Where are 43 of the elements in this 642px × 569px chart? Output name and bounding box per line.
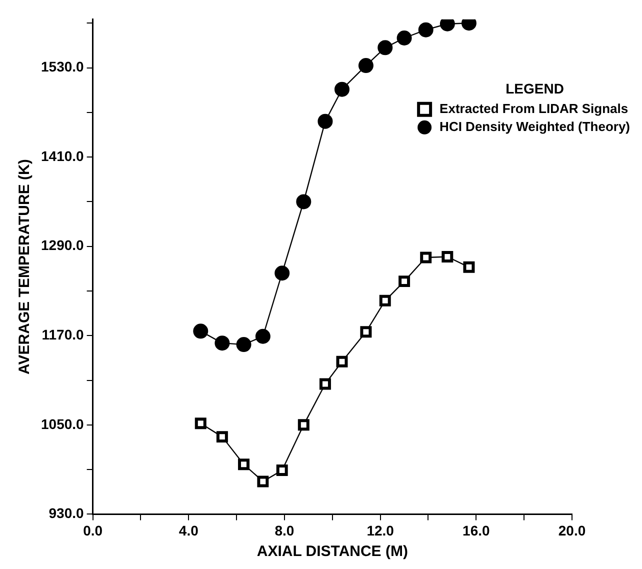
point bbox=[298, 419, 310, 431]
point bbox=[379, 294, 391, 306]
point bbox=[463, 261, 475, 273]
point bbox=[255, 328, 270, 344]
point bbox=[296, 194, 312, 210]
point bbox=[214, 336, 230, 351]
point bbox=[257, 476, 269, 488]
y-tick-label: 1170.0 bbox=[42, 326, 84, 342]
point bbox=[378, 40, 393, 56]
x-tick-label: 16.0 bbox=[462, 522, 490, 538]
y-tick-label: 1050.0 bbox=[40, 416, 84, 432]
point bbox=[194, 418, 206, 430]
y-tick-label: 1290.0 bbox=[40, 237, 84, 254]
point bbox=[319, 378, 331, 390]
x-tick-label: 20.0 bbox=[558, 522, 586, 538]
x-tick-label: 12.0 bbox=[366, 522, 394, 538]
x-axis-title: AXIAL DISTANCE (M) bbox=[256, 543, 408, 560]
point bbox=[336, 356, 348, 368]
point bbox=[276, 464, 288, 476]
point bbox=[274, 266, 290, 281]
point bbox=[236, 337, 252, 352]
legend-title: LEGEND bbox=[506, 80, 564, 96]
y-axis-title: AVERAGE TEMPERATURE (K) bbox=[16, 159, 34, 374]
point bbox=[398, 276, 410, 288]
point bbox=[334, 82, 350, 97]
y-tick-label: 1410.0 bbox=[40, 148, 84, 164]
y-tick-label: 930.0 bbox=[48, 505, 84, 522]
x-tick-label: 8.0 bbox=[274, 522, 294, 538]
point bbox=[238, 458, 250, 470]
point bbox=[418, 22, 434, 38]
point bbox=[216, 431, 228, 443]
point bbox=[396, 30, 412, 46]
point bbox=[193, 324, 208, 339]
point bbox=[442, 251, 454, 262]
legend-label: HCI Density Weighted (Theory) bbox=[440, 118, 630, 134]
x-tick-label: 0.0 bbox=[83, 522, 103, 538]
point bbox=[360, 326, 372, 338]
point bbox=[358, 58, 374, 74]
point bbox=[420, 252, 432, 264]
x-tick-label: 4.0 bbox=[178, 522, 199, 538]
y-tick-label: 1530.0 bbox=[40, 58, 84, 75]
legend-label: Extracted From LIDAR Signals bbox=[440, 100, 628, 116]
point bbox=[318, 114, 333, 129]
